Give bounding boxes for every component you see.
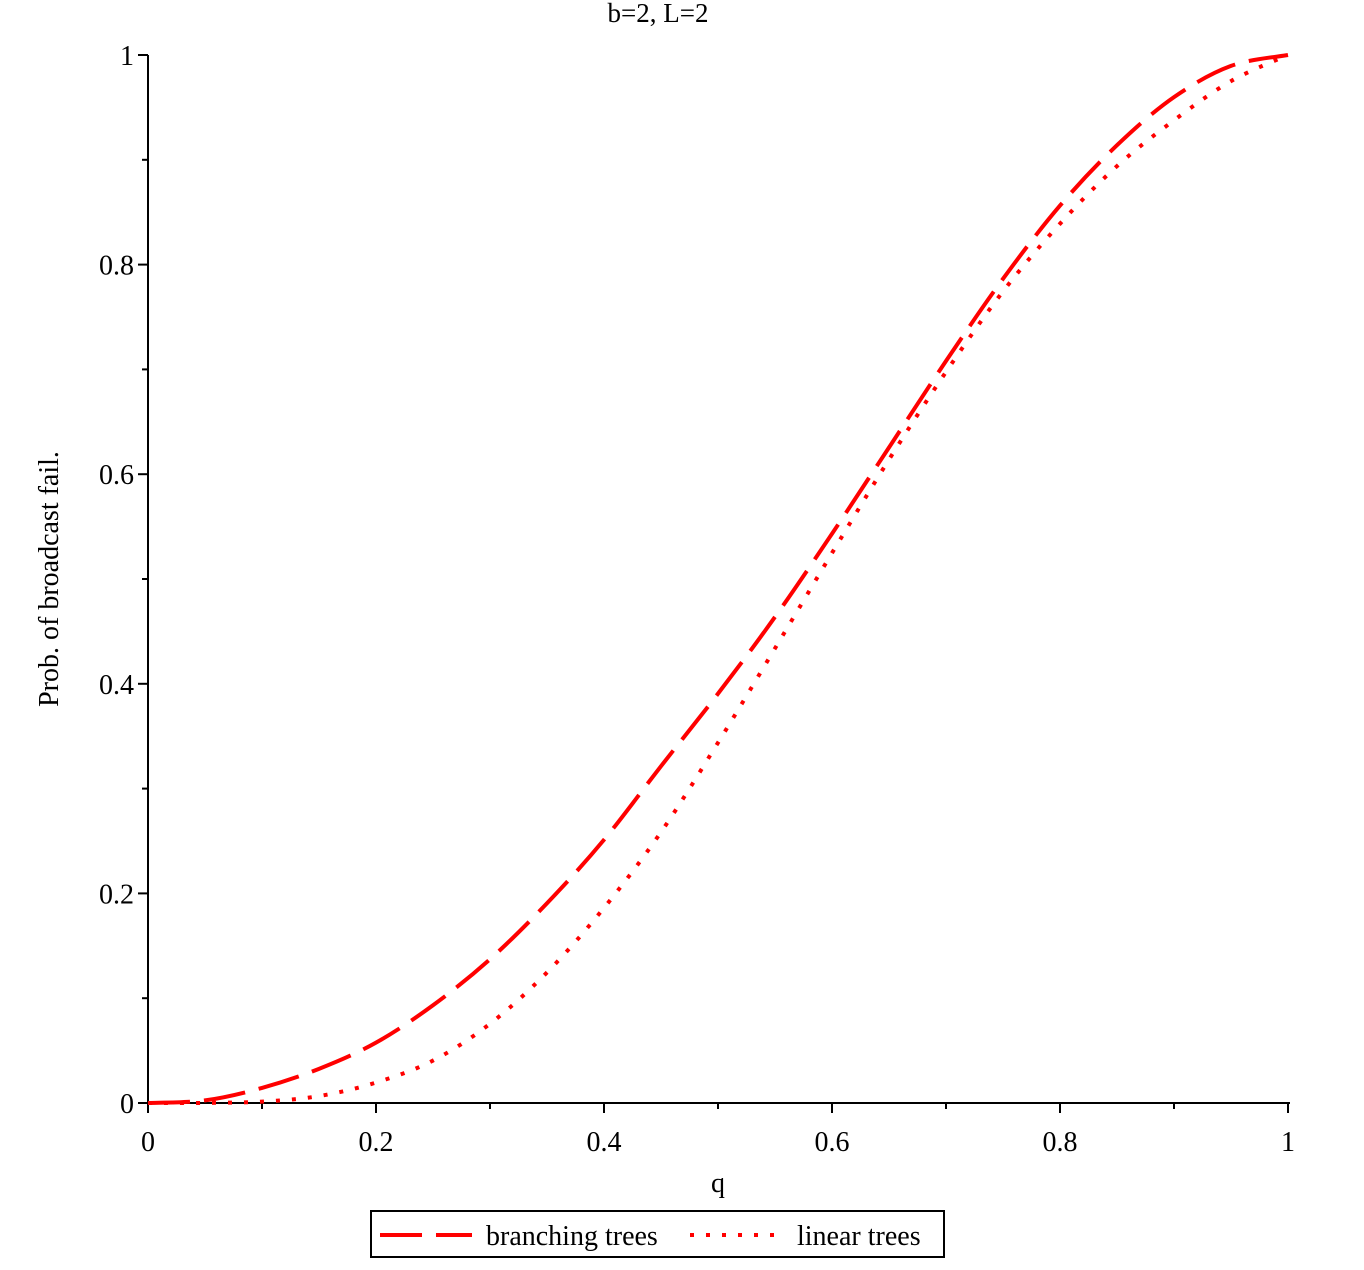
- y-tick-label: 0.8: [99, 251, 134, 282]
- series-group: [147, 53, 1289, 1106]
- legend: branching trees linear trees: [370, 1210, 945, 1258]
- series-line-linear-trees: [147, 53, 1289, 1106]
- y-tick-label: 1: [120, 41, 134, 72]
- axes: [147, 55, 1290, 1104]
- legend-label-branching-trees: branching trees: [486, 1221, 658, 1252]
- y-tick-label: 0.6: [99, 460, 134, 491]
- x-tick-label: 0.4: [587, 1127, 622, 1158]
- y-tick-label: 0: [120, 1089, 134, 1120]
- chart-title: b=2, L=2: [608, 0, 709, 28]
- y-axis-label: Prob. of broadcast fail.: [34, 451, 65, 707]
- y-tick-label: 0.4: [99, 670, 134, 701]
- y-tick-label: 0.2: [99, 879, 134, 910]
- x-tick-label: 0.6: [815, 1127, 850, 1158]
- x-tick-label: 0.8: [1043, 1127, 1078, 1158]
- ticks: 0 0.2 0.4 0.6 0.8 1 0 0.2 0.4 0.6 0.8 1: [99, 41, 1295, 1158]
- legend-label-linear-trees: linear trees: [797, 1221, 921, 1252]
- x-tick-label: 1: [1281, 1127, 1295, 1158]
- x-axis-label: q: [711, 1168, 725, 1199]
- series-line-branching-trees: [147, 53, 1289, 1105]
- x-tick-label: 0.2: [359, 1127, 394, 1158]
- x-tick-label: 0: [141, 1127, 155, 1158]
